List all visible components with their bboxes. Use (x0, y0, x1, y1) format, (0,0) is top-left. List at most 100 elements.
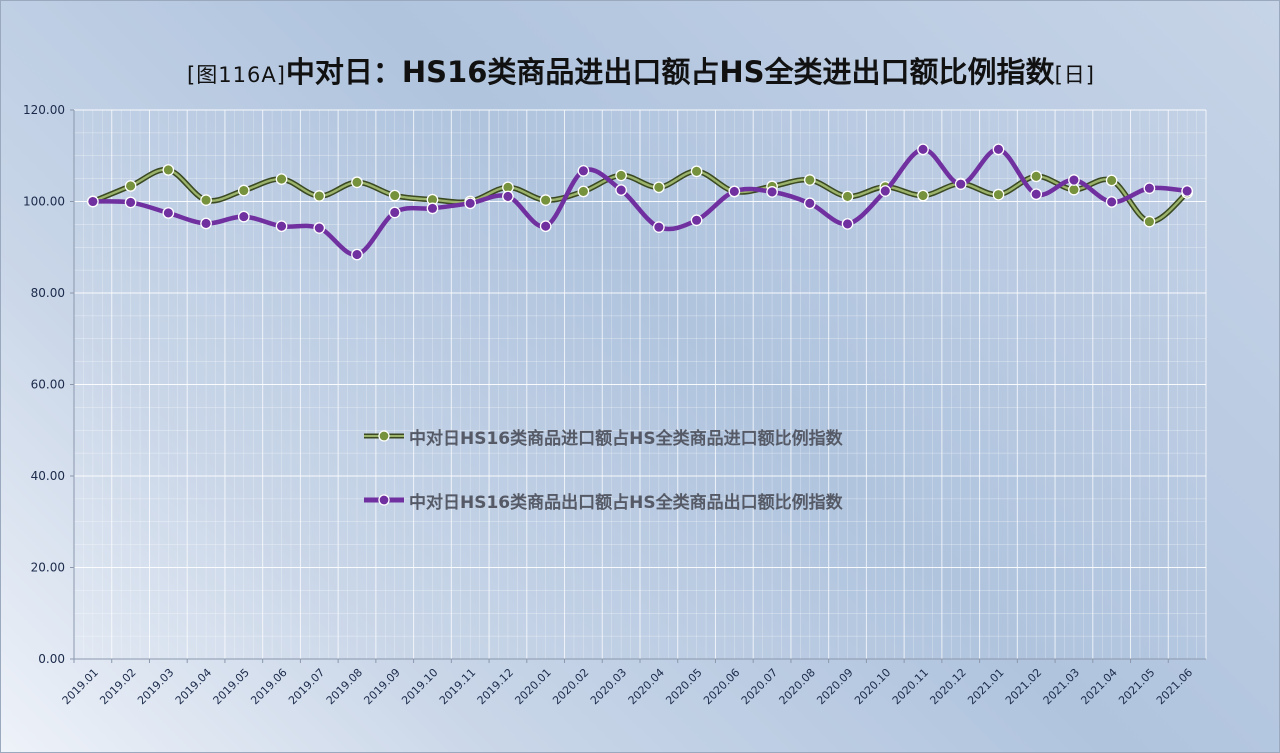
legend-item-export: 中对日HS16类商品出口额占HS全类商品出口额比例指数 (363, 485, 843, 515)
legend: 中对日HS16类商品进口额占HS全类商品进口额比例指数 中对日HS16类商品出口… (363, 421, 843, 549)
x-tick-label: 2020.08 (777, 666, 818, 707)
data-point-import (124, 180, 137, 192)
data-point-export (388, 206, 401, 219)
x-tick-label: 2019.04 (173, 666, 214, 707)
x-tick-label: 2021.03 (1041, 666, 1082, 707)
data-point-import (162, 164, 175, 176)
title-suffix: [日] (1054, 63, 1095, 87)
data-point-import (841, 190, 854, 203)
data-point-import (275, 173, 288, 185)
data-point-import (313, 190, 326, 202)
data-point-export (841, 218, 854, 230)
data-point-export (879, 185, 892, 197)
data-point-import (992, 188, 1005, 201)
data-point-export (917, 143, 929, 156)
data-point-import (803, 174, 816, 186)
data-point-export (237, 210, 250, 223)
x-tick-label: 2021.04 (1078, 666, 1119, 707)
chart-title: [图116A]中对日：HS16类商品进出口额占HS全类进出口额比例指数[日] (1, 49, 1279, 91)
data-point-import (577, 185, 590, 198)
legend-label-export: 中对日HS16类商品出口额占HS全类商品出口额比例指数 (409, 492, 843, 513)
data-point-export (766, 186, 778, 198)
data-point-export (313, 222, 326, 234)
data-point-export (502, 190, 514, 203)
data-point-export (124, 196, 137, 209)
x-tick-label: 2020.10 (852, 666, 893, 707)
data-point-import (1105, 174, 1118, 187)
data-point-import (1068, 183, 1080, 196)
y-tick-label: 60.00 (31, 378, 65, 392)
data-point-import (200, 194, 212, 206)
data-point-export (615, 184, 627, 196)
data-point-import (237, 184, 250, 197)
legend-item-import: 中对日HS16类商品进口额占HS全类商品进口额比例指数 (363, 421, 843, 451)
legend-label-import: 中对日HS16类商品进口额占HS全类商品进口额比例指数 (409, 428, 843, 449)
x-tick-label: 2019.06 (248, 666, 289, 707)
data-point-export (1143, 182, 1156, 195)
data-point-export (87, 195, 99, 208)
y-tick-label: 100.00 (23, 195, 65, 209)
data-point-import (1143, 215, 1156, 228)
x-tick-label: 2019.08 (324, 666, 365, 707)
title-main: 中对日：HS16类商品进出口额占HS全类进出口额比例指数 (285, 55, 1055, 89)
x-tick-label: 2019.10 (399, 666, 440, 707)
data-point-export (1105, 196, 1118, 208)
data-point-import (539, 194, 552, 206)
x-tick-label: 2020.12 (927, 666, 968, 707)
x-tick-label: 2019.01 (60, 666, 101, 707)
data-point-export (426, 202, 439, 215)
data-point-import (351, 176, 363, 189)
x-tick-label: 2019.03 (135, 666, 176, 707)
x-tick-label: 2019.05 (211, 666, 252, 707)
x-tick-label: 2020.03 (588, 666, 629, 707)
data-point-import (690, 165, 703, 178)
x-tick-label: 2020.04 (626, 666, 667, 707)
title-prefix: [图116A] (187, 63, 286, 87)
y-tick-label: 20.00 (31, 561, 65, 575)
data-point-import (1030, 170, 1043, 183)
data-point-import (388, 189, 401, 202)
data-point-export (464, 197, 477, 210)
data-point-export (954, 178, 967, 190)
y-tick-label: 80.00 (31, 286, 65, 300)
x-tick-label: 2019.09 (361, 666, 402, 707)
data-point-export (728, 185, 741, 198)
x-tick-label: 2020.09 (814, 666, 855, 707)
data-point-export (539, 220, 552, 233)
x-tick-label: 2021.06 (1154, 666, 1195, 707)
data-point-export (690, 214, 703, 227)
data-point-export (803, 197, 816, 210)
x-tick-label: 2020.11 (890, 666, 931, 707)
data-point-export (992, 143, 1005, 156)
data-point-export (1030, 188, 1043, 201)
data-point-export (200, 217, 212, 230)
x-tick-label: 2020.06 (701, 666, 742, 707)
x-tick-label: 2021.05 (1116, 666, 1157, 707)
data-point-import (615, 169, 627, 182)
x-tick-label: 2020.02 (550, 666, 591, 707)
y-tick-label: 120.00 (23, 103, 65, 117)
data-point-export (1068, 174, 1080, 186)
y-tick-label: 0.00 (38, 652, 65, 666)
x-tick-label: 2020.01 (512, 666, 553, 707)
data-point-export (577, 164, 590, 177)
data-point-export (351, 248, 363, 261)
x-tick-label: 2021.02 (1003, 666, 1044, 707)
data-point-import (917, 189, 929, 202)
x-tick-label: 2019.02 (97, 666, 138, 707)
x-tick-label: 2020.07 (739, 666, 780, 707)
legend-swatch-export (364, 494, 404, 506)
x-tick-label: 2019.11 (437, 666, 478, 707)
x-tick-label: 2019.12 (475, 666, 516, 707)
data-point-export (1181, 185, 1193, 197)
data-point-export (275, 220, 288, 233)
x-tick-label: 2020.05 (663, 666, 704, 707)
x-tick-label: 2019.07 (286, 666, 327, 707)
y-tick-label: 40.00 (31, 469, 65, 483)
x-tick-label: 2021.01 (965, 666, 1006, 707)
data-point-export (162, 207, 175, 219)
legend-swatch-import (364, 430, 404, 442)
data-point-export (653, 221, 665, 233)
